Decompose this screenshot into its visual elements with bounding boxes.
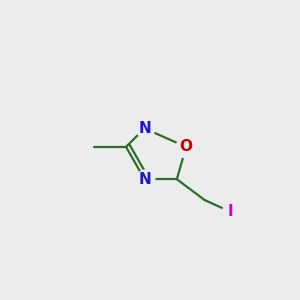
Text: I: I bbox=[227, 204, 233, 219]
Text: O: O bbox=[180, 140, 193, 154]
Text: N: N bbox=[138, 172, 151, 187]
Text: N: N bbox=[138, 121, 151, 136]
